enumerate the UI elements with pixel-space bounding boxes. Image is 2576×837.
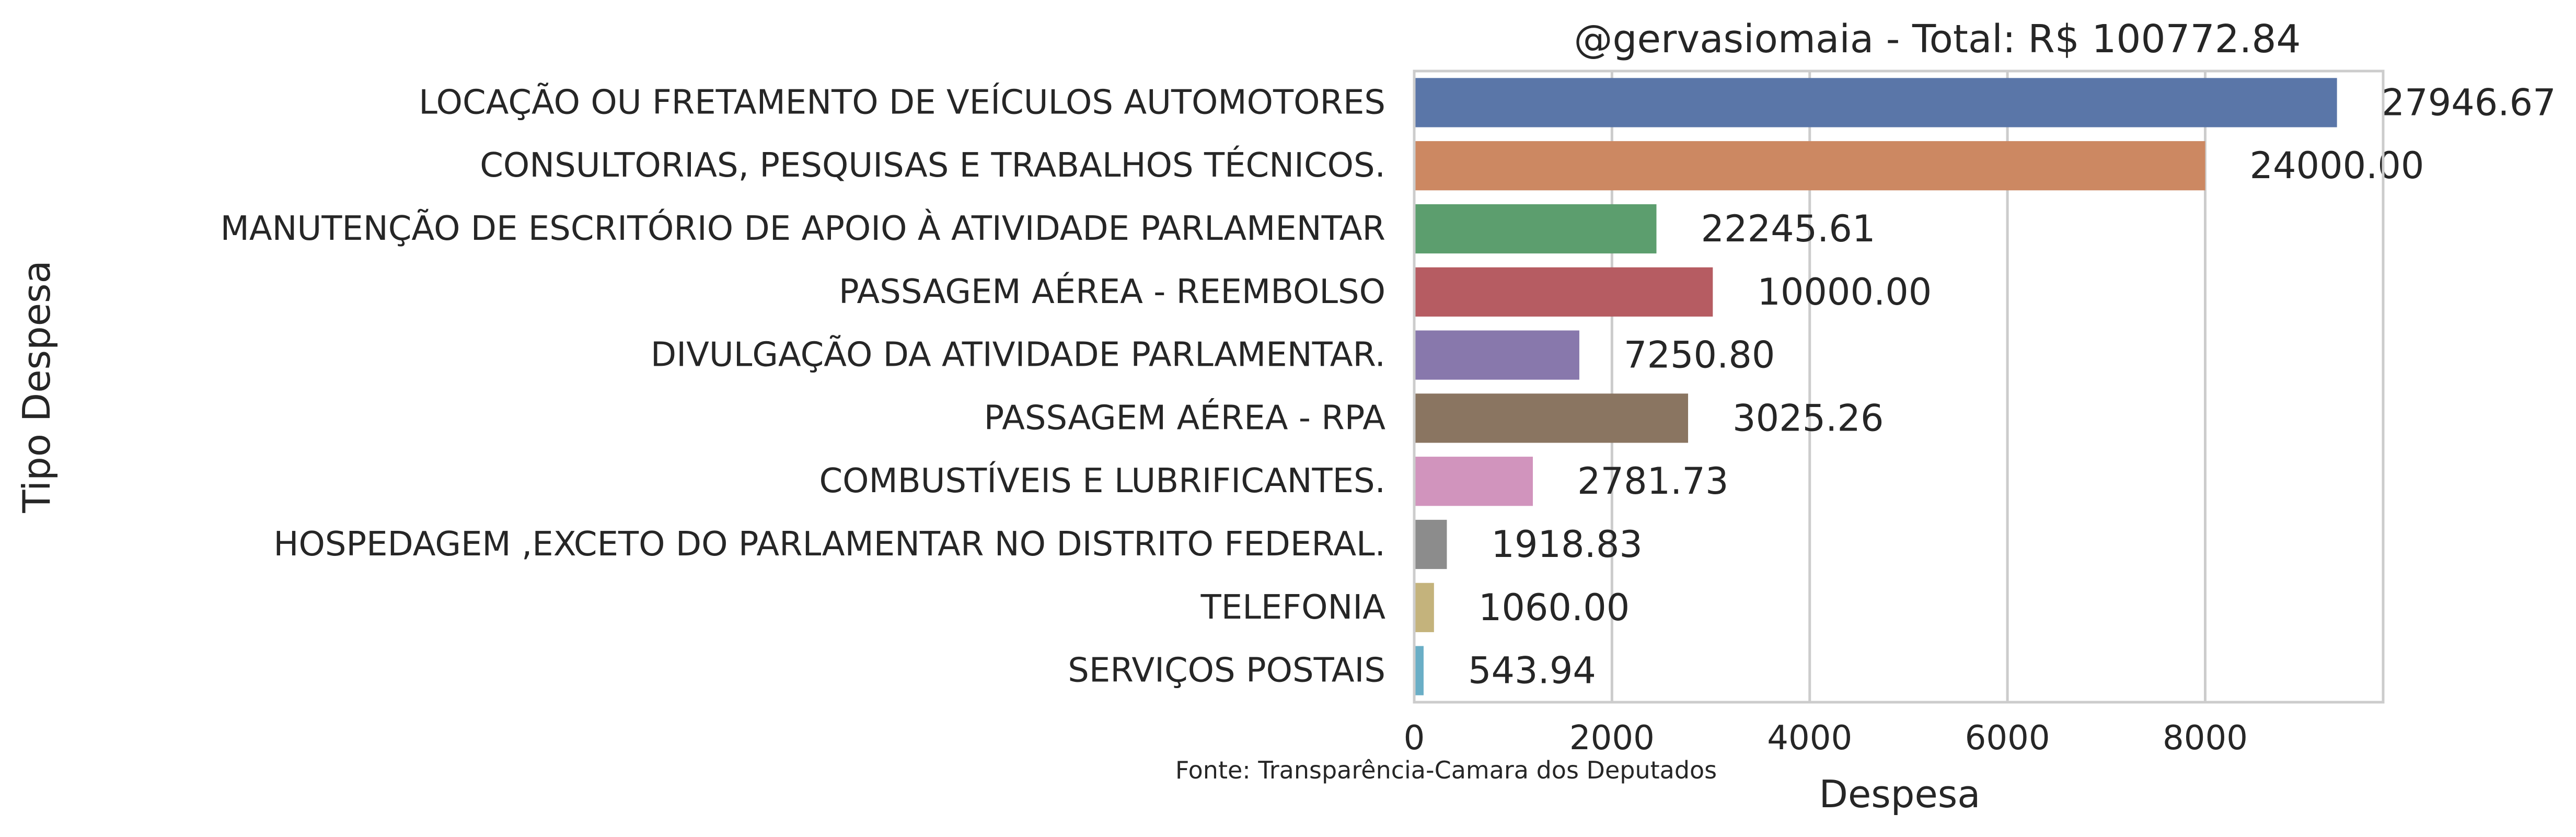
x-tick-label: 8000 [2163, 719, 2248, 758]
x-tick-label: 0 [1404, 719, 1425, 758]
bar [1414, 330, 1579, 380]
bars [1414, 78, 2337, 695]
value-label: 543.94 [1468, 649, 1596, 692]
value-label: 10000.00 [1757, 271, 1932, 313]
x-tick-label: 2000 [1569, 719, 1655, 758]
x-tick-label: 4000 [1767, 719, 1852, 758]
bar [1414, 519, 1447, 569]
x-axis-title: Despesa [1819, 772, 1981, 816]
category-label: COMBUSTÍVEIS E LUBRIFICANTES. [819, 461, 1385, 501]
value-label: 2781.73 [1577, 460, 1728, 503]
x-tick-label: 6000 [1965, 719, 2050, 758]
value-label: 1060.00 [1478, 586, 1630, 629]
category-label: DIVULGAÇÃO DA ATIVIDADE PARLAMENTAR. [651, 335, 1385, 375]
value-label: 27946.67 [2382, 81, 2556, 124]
chart-title: @gervasiomaia - Total: R$ 100772.84 [1574, 17, 2301, 62]
value-label: 24000.00 [2249, 144, 2424, 187]
category-label: MANUTENÇÃO DE ESCRITÓRIO DE APOIO À ATIV… [221, 208, 1385, 248]
bar [1414, 646, 1424, 695]
x-tick-labels: 0 2000 4000 6000 8000 [1404, 719, 2248, 758]
plot-frame [1413, 69, 2385, 704]
value-label: 22245.61 [1701, 207, 1876, 250]
category-label: LOCAÇÃO OU FRETAMENTO DE VEÍCULOS AUTOMO… [419, 82, 1385, 122]
value-labels: 27946.67 24000.00 22245.61 10000.00 7250.80 3… [1468, 81, 2556, 692]
category-labels: LOCAÇÃO OU FRETAMENTO DE VEÍCULOS AUTOMO… [221, 82, 1386, 690]
category-label: HOSPEDAGEM ,EXCETO DO PARLAMENTAR NO DIS… [273, 525, 1385, 564]
value-label: 1918.83 [1491, 523, 1642, 566]
bar [1414, 141, 2205, 191]
bar [1414, 393, 1689, 443]
source-note: Fonte: Transparência-Camara dos Deputado… [1175, 756, 1717, 784]
bar [1414, 204, 1657, 254]
bar [1414, 267, 1713, 317]
category-label: PASSAGEM AÉREA - RPA [984, 398, 1386, 437]
value-label: 7250.80 [1624, 334, 1775, 377]
category-label: CONSULTORIAS, PESQUISAS E TRABALHOS TÉCN… [480, 145, 1385, 185]
bar [1414, 78, 2337, 127]
category-label: PASSAGEM AÉREA - REEMBOLSO [839, 272, 1385, 311]
category-label: TELEFONIA [1200, 588, 1386, 627]
bar [1414, 457, 1533, 506]
category-label: SERVIÇOS POSTAIS [1068, 652, 1385, 690]
y-axis-title: Tipo Despesa [15, 260, 59, 513]
bar [1414, 583, 1434, 632]
value-label: 3025.26 [1732, 397, 1884, 439]
